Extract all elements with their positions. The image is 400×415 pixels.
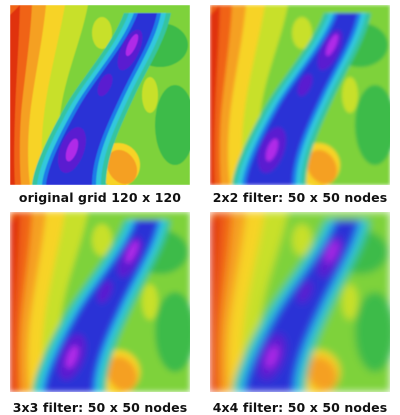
contour-map-3x3-filter <box>10 212 190 392</box>
contour-map-original <box>10 5 190 185</box>
caption-original-grid: original grid 120 x 120 <box>18 190 182 205</box>
contour-map-2x2-filter <box>210 5 390 185</box>
caption-2x2-filter: 2x2 filter: 50 x 50 nodes <box>212 190 388 205</box>
caption-4x4-filter: 4x4 filter: 50 x 50 nodes <box>212 400 388 415</box>
contour-map-4x4-filter <box>210 212 390 392</box>
caption-3x3-filter: 3x3 filter: 50 x 50 nodes <box>12 400 188 415</box>
